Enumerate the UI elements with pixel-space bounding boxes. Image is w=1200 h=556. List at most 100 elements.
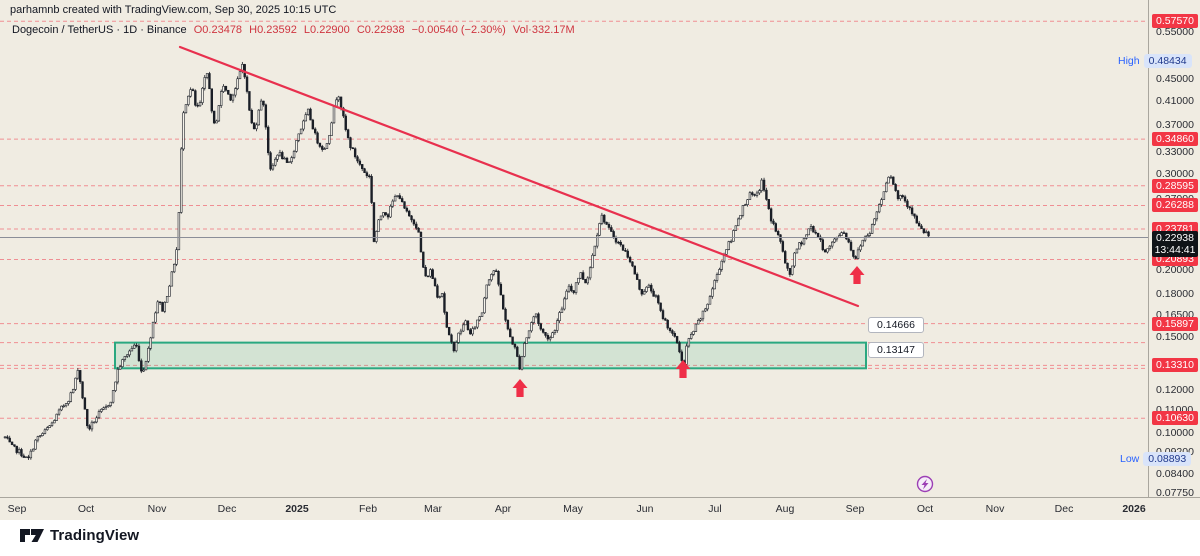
candle-body — [447, 326, 451, 336]
candle-body — [922, 228, 926, 233]
candle-body — [161, 302, 164, 312]
candle-body — [863, 236, 867, 241]
candle-body — [36, 436, 40, 441]
up-arrow-marker[interactable] — [512, 379, 528, 397]
candle-body — [908, 206, 911, 209]
candle-body — [638, 279, 641, 290]
candle-body — [675, 336, 679, 343]
current-price-countdown: 13:44:41 — [1154, 243, 1196, 256]
candle-body — [849, 241, 853, 251]
price-axis-tick: 0.15000 — [1156, 331, 1194, 344]
candle-body — [553, 330, 557, 333]
candle-body — [889, 176, 893, 179]
candle-body — [238, 71, 242, 80]
candle-body — [351, 147, 354, 149]
candle-body — [459, 330, 463, 334]
descending-trendline[interactable] — [178, 45, 860, 308]
candle-body — [433, 278, 437, 287]
candle-body — [802, 238, 806, 245]
time-axis[interactable]: Sep Oct Nov Dec 2025 Feb Mar Apr May Jun Jul Aug Sep… — [0, 497, 1200, 521]
candle-body — [527, 330, 531, 339]
candle-body — [774, 223, 778, 232]
candle-body — [469, 329, 472, 335]
candle-body — [563, 298, 566, 310]
candle-body — [513, 343, 517, 348]
candle-body — [626, 250, 629, 258]
candle-body — [187, 95, 190, 105]
candle-body — [713, 280, 716, 290]
candle-body — [227, 89, 230, 95]
support-zone[interactable] — [114, 341, 867, 370]
candlestick-chart[interactable] — [0, 0, 1148, 497]
candle-body — [377, 219, 380, 232]
candle-body — [250, 109, 253, 124]
candle-body — [511, 336, 514, 345]
candle-body — [692, 331, 695, 335]
candle-body — [212, 110, 216, 124]
candle-body — [50, 422, 54, 426]
candle-body — [619, 241, 622, 246]
candle-body — [107, 405, 110, 408]
price-axis-tick: 0.20000 — [1156, 263, 1194, 276]
candle-body — [266, 126, 270, 154]
candle-body — [97, 411, 101, 419]
zone-price-label[interactable]: 0.13147 — [868, 342, 924, 358]
candle-body — [368, 175, 371, 177]
candle-body — [659, 302, 662, 311]
candle-body — [762, 179, 766, 191]
candle-body — [335, 99, 338, 107]
candle-body — [325, 143, 329, 150]
candle-body — [109, 401, 112, 406]
candle-body — [558, 312, 561, 322]
candle-body — [410, 215, 413, 221]
candle-body — [304, 114, 307, 122]
price-axis[interactable]: 0.22938 13:44:41 0.55000 0.45000 0.41000 0.… — [1148, 0, 1200, 499]
tradingview-logo: TradingView — [20, 527, 139, 544]
candle-body — [330, 122, 333, 136]
candle-body — [823, 249, 827, 253]
candle-body — [715, 274, 719, 281]
up-arrow-marker[interactable] — [849, 266, 865, 284]
candle-body — [217, 105, 221, 122]
candle-body — [530, 322, 533, 332]
candle-body — [483, 297, 486, 314]
candle-body — [478, 316, 481, 321]
candle-body — [283, 157, 286, 160]
candle-body — [755, 192, 759, 196]
candle-body — [861, 239, 864, 247]
candle-body — [318, 142, 322, 147]
candle-body — [776, 231, 780, 236]
price-axis-tick: 0.37000 — [1156, 119, 1194, 132]
chart-plot-area[interactable]: 0.14666 0.13147 — [0, 0, 1148, 497]
candle-body — [415, 223, 418, 229]
alert-price-badge: 0.28595 — [1152, 178, 1198, 193]
high-label: High — [1118, 54, 1140, 67]
candle-body — [464, 320, 467, 326]
candle-body — [614, 237, 618, 243]
candle-body — [248, 91, 251, 111]
candle-body — [882, 191, 886, 200]
high-price-marker: High 0.48434 — [1118, 53, 1192, 68]
candle-body — [800, 242, 803, 245]
candle-body — [149, 337, 152, 349]
candle-body — [130, 348, 134, 352]
time-axis-tick: Sep — [7, 503, 27, 515]
price-axis-tick: 0.18000 — [1156, 288, 1194, 301]
price-axis-tick: 0.45000 — [1156, 73, 1194, 86]
candle-body — [577, 277, 580, 284]
candle-body — [906, 200, 909, 208]
candle-body — [360, 164, 364, 170]
symbol-legend[interactable]: Dogecoin / TetherUS · 1D · Binance O0.23… — [12, 24, 579, 36]
up-arrow-marker[interactable] — [675, 360, 691, 378]
candle-body — [128, 350, 131, 356]
candle-body — [631, 261, 634, 267]
candle-body — [165, 296, 169, 303]
candle-body — [556, 320, 559, 331]
zone-price-label[interactable]: 0.14666 — [868, 317, 924, 333]
candle-body — [86, 408, 89, 427]
candle-body — [438, 296, 441, 298]
candle-body — [71, 389, 75, 394]
candle-body — [828, 245, 832, 249]
candle-body — [175, 249, 178, 265]
candle-body — [309, 108, 312, 121]
